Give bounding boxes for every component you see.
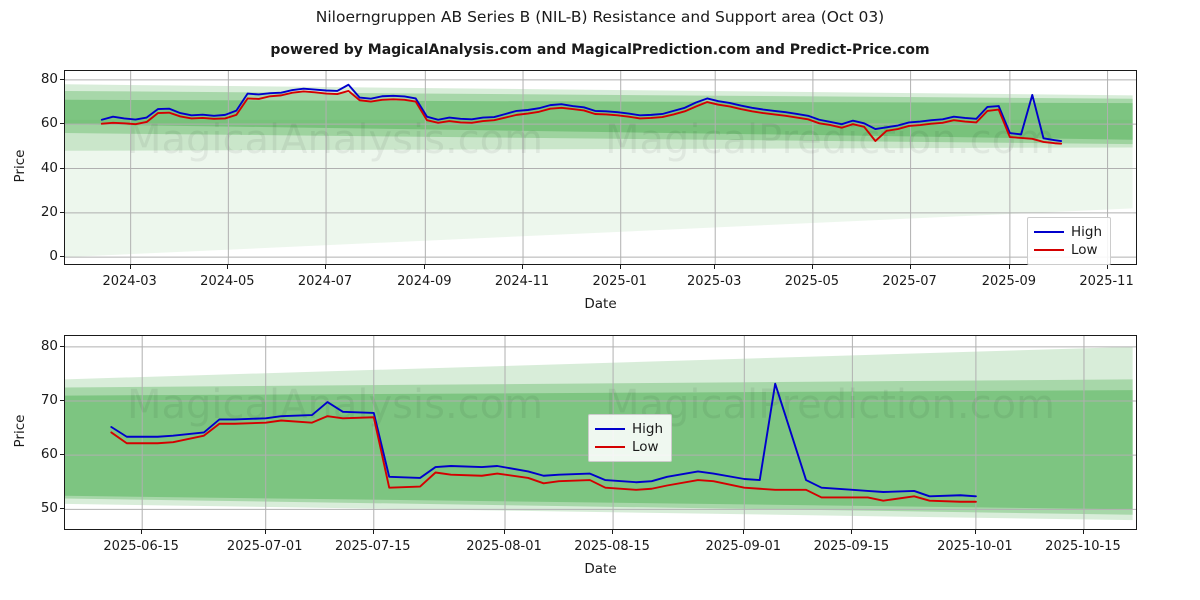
x-axis-tick-label: 2025-08-15	[574, 539, 650, 554]
series-line-high	[100, 83, 1063, 142]
x-axis-tick-label: 2024-09	[397, 274, 452, 289]
x-axis-tick-mark	[1106, 265, 1108, 269]
legend-item-high: High	[595, 420, 663, 438]
x-axis-tick-mark	[424, 265, 426, 269]
y-axis-tick-mark	[60, 508, 64, 510]
x-axis-tick-label: 2024-05	[200, 274, 255, 289]
y-axis-tick-label: 50	[40, 500, 58, 517]
x-axis-tick-label: 2025-09-15	[813, 539, 890, 554]
y-axis-tick-mark	[60, 345, 64, 347]
support-resistance-band-mid	[65, 90, 1133, 145]
legend-swatch-low-icon	[1034, 249, 1064, 251]
y-axis-tick-label: 60	[40, 446, 58, 463]
bottom-x-axis-title: Date	[584, 561, 617, 577]
y-axis-tick-label: 60	[40, 115, 58, 132]
y-axis-tick-mark	[60, 400, 64, 401]
legend-label: Low	[632, 439, 659, 455]
legend-swatch-high-icon	[595, 428, 625, 430]
y-axis-tick-label: 70	[40, 392, 58, 408]
x-axis-tick-label: 2025-05	[784, 274, 840, 289]
x-axis-tick-label: 2024-03	[102, 274, 157, 289]
series-line-low	[100, 89, 1063, 145]
x-axis-tick-label: 2025-09	[981, 274, 1037, 289]
support-resistance-band-outer	[65, 84, 1133, 151]
x-axis-tick-mark	[372, 530, 374, 534]
x-axis-tick-mark	[141, 530, 143, 534]
x-axis-tick-mark	[227, 265, 229, 269]
x-axis-tick-mark	[612, 530, 614, 534]
x-axis-tick-label: 2025-11	[1079, 274, 1134, 289]
x-axis-tick-mark	[325, 265, 327, 269]
x-axis-tick-label: 2025-09-01	[705, 539, 782, 554]
bottom-chart-legend: High Low	[588, 414, 673, 462]
y-axis-tick-mark	[60, 454, 64, 456]
series-line-low	[110, 415, 977, 503]
x-axis-tick-label: 2025-07-15	[334, 539, 411, 554]
legend-label: High	[632, 421, 664, 437]
legend-item-low: Low	[595, 438, 663, 456]
x-axis-tick-label: 2024-07	[297, 274, 353, 289]
x-axis-tick-label: 2025-10-15	[1045, 539, 1121, 554]
top-plot-area: MagicalAnalysis.com MagicalPrediction.com	[64, 70, 1137, 265]
watermark-text: MagicalPrediction.com	[605, 117, 1055, 163]
legend-swatch-low-icon	[595, 446, 625, 448]
x-axis-tick-mark	[714, 265, 716, 269]
x-axis-tick-mark	[1008, 265, 1010, 269]
x-axis-tick-mark	[909, 265, 911, 269]
x-axis-tick-mark	[129, 265, 131, 269]
y-axis-tick-label: 80	[40, 337, 58, 354]
x-axis-tick-label: 2025-10-01	[937, 539, 1013, 554]
y-axis-tick-mark	[60, 78, 64, 80]
watermark-text: MagicalAnalysis.com	[127, 117, 543, 163]
x-axis-tick-mark	[851, 530, 853, 534]
legend-label: High	[1071, 224, 1103, 240]
x-axis-tick-label: 2024-11	[494, 274, 550, 289]
x-axis-tick-mark	[1082, 530, 1084, 534]
legend-item-high: High	[1034, 223, 1102, 241]
x-axis-tick-label: 2025-03	[687, 274, 742, 289]
legend-item-low: Low	[1034, 241, 1102, 259]
y-axis-tick-label: 80	[40, 70, 58, 87]
y-axis-tick-label: 0	[49, 248, 58, 265]
y-axis-tick-mark	[60, 211, 64, 213]
x-axis-tick-label: 2025-06-15	[103, 539, 179, 554]
x-axis-tick-mark	[974, 530, 976, 534]
page-title: Niloerngruppen AB Series B (NIL-B) Resis…	[315, 8, 885, 26]
x-axis-tick-mark	[504, 530, 505, 534]
page-subtitle: powered by MagicalAnalysis.com and Magic…	[270, 42, 930, 58]
x-axis-tick-mark	[264, 530, 266, 534]
x-axis-tick-label: 2025-07	[882, 274, 937, 289]
y-axis-tick-mark	[60, 167, 64, 169]
watermark-text: MagicalPrediction.com	[605, 382, 1055, 428]
x-axis-tick-mark	[522, 265, 524, 269]
series-line-high	[110, 382, 977, 498]
legend-swatch-high-icon	[1034, 231, 1064, 233]
x-axis-tick-label: 2025-07-01	[226, 539, 303, 554]
x-axis-tick-mark	[743, 530, 745, 534]
x-axis-tick-label: 2025-08-01	[466, 539, 542, 554]
top-x-axis-title: Date	[584, 296, 617, 312]
watermark-text: MagicalAnalysis.com	[127, 382, 543, 428]
y-axis-tick-mark	[60, 256, 64, 258]
y-axis-tick-label: 20	[40, 203, 58, 220]
top-chart-legend: High Low	[1027, 217, 1112, 265]
x-axis-tick-mark	[619, 265, 621, 269]
y-axis-tick-mark	[60, 123, 64, 125]
legend-label: Low	[1071, 242, 1098, 258]
x-axis-tick-mark	[811, 265, 813, 269]
y-axis-tick-label: 40	[40, 159, 58, 176]
support-resistance-band-wide-lower	[65, 119, 1133, 258]
x-axis-tick-label: 2025-01	[592, 274, 647, 289]
